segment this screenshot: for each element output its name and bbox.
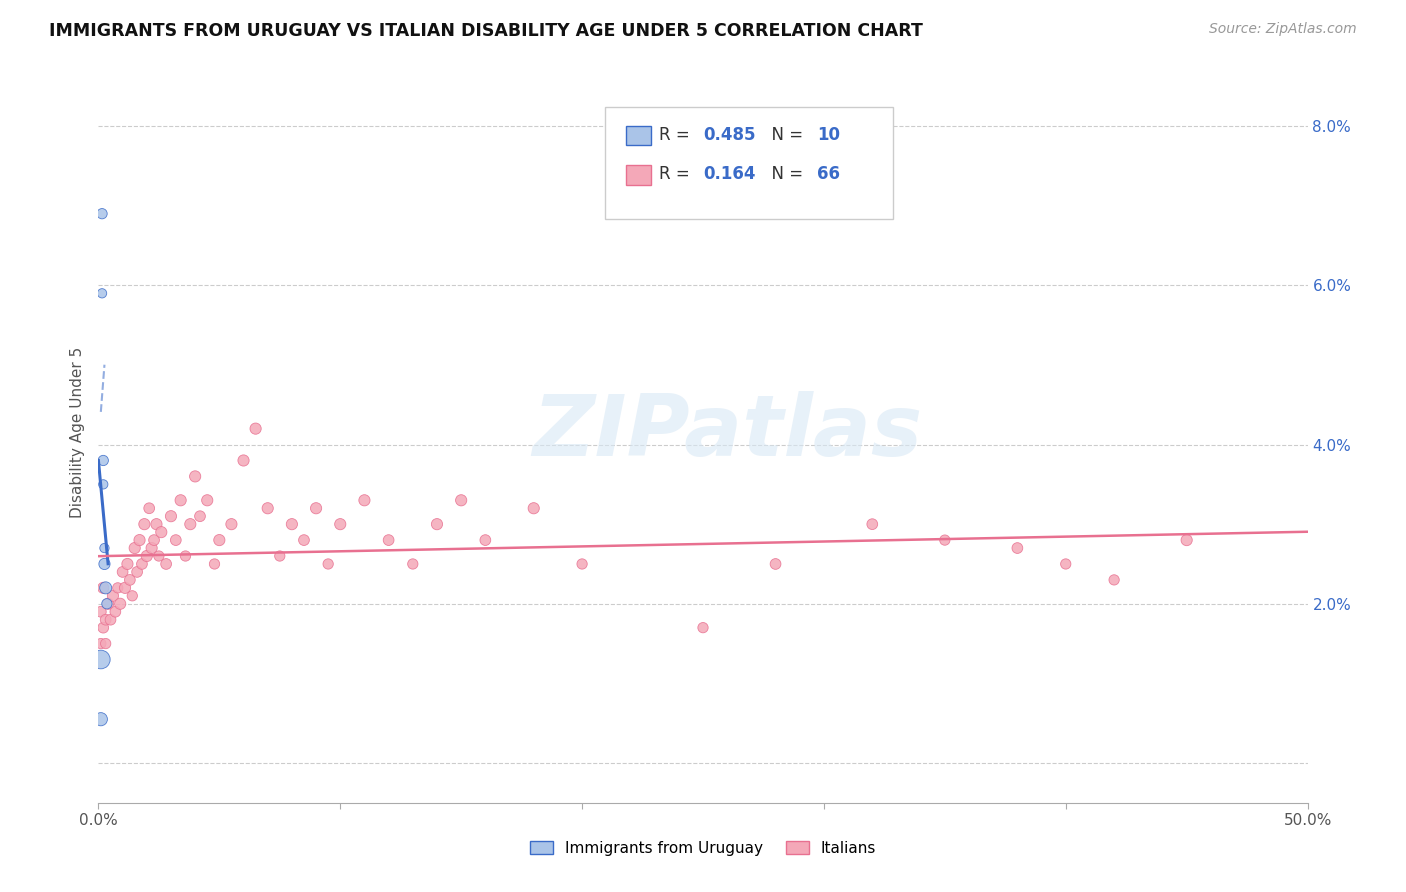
Point [256, 501, 278, 516]
Point [97, 597, 120, 611]
Text: ZIPatlas: ZIPatlas [531, 391, 922, 475]
Point [91, 581, 114, 595]
Point [571, 557, 593, 571]
Point [90, 712, 112, 726]
Point [195, 493, 218, 508]
Point [93, 541, 115, 555]
Point [165, 533, 187, 547]
Point [111, 565, 134, 579]
Text: 0.485: 0.485 [703, 126, 755, 144]
Point [138, 501, 160, 516]
Point [188, 509, 211, 524]
Point [118, 573, 141, 587]
Text: R =: R = [659, 165, 696, 183]
Point [765, 557, 787, 571]
Point [377, 533, 399, 547]
Point [1054, 557, 1077, 571]
Point [150, 525, 173, 540]
Point [91, 621, 114, 635]
Point [169, 493, 191, 508]
Point [96, 597, 118, 611]
Point [93, 557, 115, 571]
Point [100, 613, 122, 627]
Point [184, 469, 207, 483]
Point [402, 557, 425, 571]
Point [426, 517, 449, 532]
Point [232, 453, 254, 467]
Point [128, 533, 150, 547]
Text: 10: 10 [817, 126, 839, 144]
Point [204, 557, 226, 571]
Point [91, 453, 114, 467]
Point [179, 517, 201, 532]
Point [124, 541, 146, 555]
Point [1175, 533, 1198, 547]
Point [143, 533, 166, 547]
Text: IMMIGRANTS FROM URUGUAY VS ITALIAN DISABILITY AGE UNDER 5 CORRELATION CHART: IMMIGRANTS FROM URUGUAY VS ITALIAN DISAB… [49, 22, 924, 40]
Point [450, 493, 472, 508]
Legend: Immigrants from Uruguay, Italians: Immigrants from Uruguay, Italians [523, 835, 883, 862]
Point [934, 533, 956, 547]
Text: N =: N = [761, 165, 808, 183]
Text: 0.164: 0.164 [703, 165, 755, 183]
Point [131, 557, 153, 571]
Point [269, 549, 291, 563]
Point [134, 517, 156, 532]
Point [860, 517, 883, 532]
Point [135, 549, 157, 563]
Point [94, 637, 117, 651]
Point [1102, 573, 1125, 587]
Point [1007, 541, 1029, 555]
Point [94, 613, 117, 627]
Point [107, 581, 129, 595]
Point [316, 557, 339, 571]
Point [353, 493, 375, 508]
Point [692, 621, 714, 635]
Point [101, 589, 124, 603]
Point [208, 533, 231, 547]
Point [121, 589, 143, 603]
Point [221, 517, 243, 532]
Point [90, 605, 112, 619]
Point [127, 565, 149, 579]
Text: Source: ZipAtlas.com: Source: ZipAtlas.com [1209, 22, 1357, 37]
Text: 66: 66 [817, 165, 839, 183]
Point [90, 652, 112, 666]
Y-axis label: Disability Age Under 5: Disability Age Under 5 [70, 347, 86, 518]
Point [281, 517, 304, 532]
Point [145, 517, 167, 532]
Point [160, 509, 183, 524]
Point [90, 637, 112, 651]
Point [91, 207, 114, 221]
Point [91, 477, 114, 491]
Point [94, 581, 117, 595]
Point [114, 581, 136, 595]
Point [141, 541, 163, 555]
Point [523, 501, 546, 516]
Point [104, 605, 127, 619]
Point [91, 286, 114, 301]
Point [117, 557, 139, 571]
Point [155, 557, 177, 571]
Point [474, 533, 496, 547]
Text: N =: N = [761, 126, 808, 144]
Point [329, 517, 352, 532]
Point [108, 597, 131, 611]
Point [245, 422, 267, 436]
Point [305, 501, 328, 516]
Text: R =: R = [659, 126, 696, 144]
Point [148, 549, 170, 563]
Point [292, 533, 315, 547]
Point [174, 549, 197, 563]
